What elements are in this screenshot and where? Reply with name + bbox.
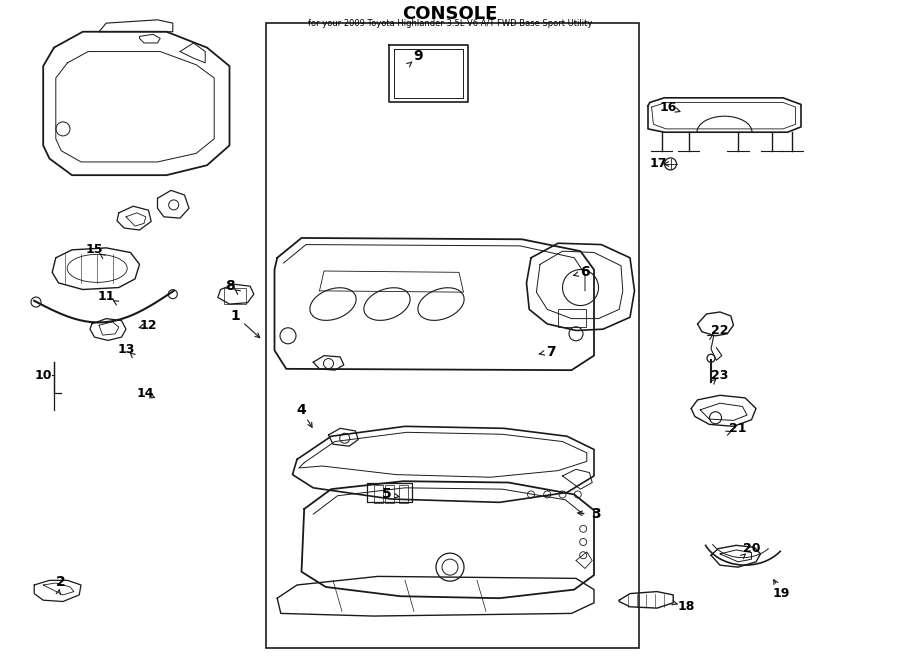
Text: 11: 11 bbox=[97, 290, 115, 303]
Bar bbox=[266, 23, 639, 648]
Text: 19: 19 bbox=[772, 587, 790, 600]
Bar bbox=[558, 309, 586, 327]
Text: CONSOLE: CONSOLE bbox=[402, 5, 498, 23]
Text: 1: 1 bbox=[231, 309, 240, 323]
Text: for your 2009 Toyota Highlander 3.5L V6 A/T FWD Base Sport Utility: for your 2009 Toyota Highlander 3.5L V6 … bbox=[308, 19, 592, 28]
Text: 10: 10 bbox=[34, 369, 52, 382]
Text: 7: 7 bbox=[546, 344, 555, 359]
Bar bbox=[385, 485, 394, 503]
Text: 21: 21 bbox=[729, 422, 747, 435]
Text: 17: 17 bbox=[650, 157, 668, 171]
Text: 22: 22 bbox=[711, 324, 729, 337]
Text: 6: 6 bbox=[580, 265, 590, 280]
Text: 16: 16 bbox=[659, 100, 677, 114]
Text: 9: 9 bbox=[414, 49, 423, 63]
Text: 20: 20 bbox=[742, 542, 760, 555]
Text: 23: 23 bbox=[711, 369, 729, 382]
Text: 14: 14 bbox=[137, 387, 155, 401]
Bar bbox=[224, 288, 246, 304]
Text: 15: 15 bbox=[86, 243, 104, 256]
Text: 5: 5 bbox=[382, 487, 392, 502]
Text: 13: 13 bbox=[117, 342, 135, 356]
Text: 2: 2 bbox=[57, 574, 66, 589]
Text: 8: 8 bbox=[225, 278, 234, 293]
Bar bbox=[399, 485, 408, 503]
Text: 12: 12 bbox=[140, 319, 158, 332]
Text: 18: 18 bbox=[677, 600, 695, 613]
Text: 4: 4 bbox=[297, 403, 306, 417]
Bar bbox=[374, 485, 382, 503]
Text: 3: 3 bbox=[591, 507, 600, 522]
